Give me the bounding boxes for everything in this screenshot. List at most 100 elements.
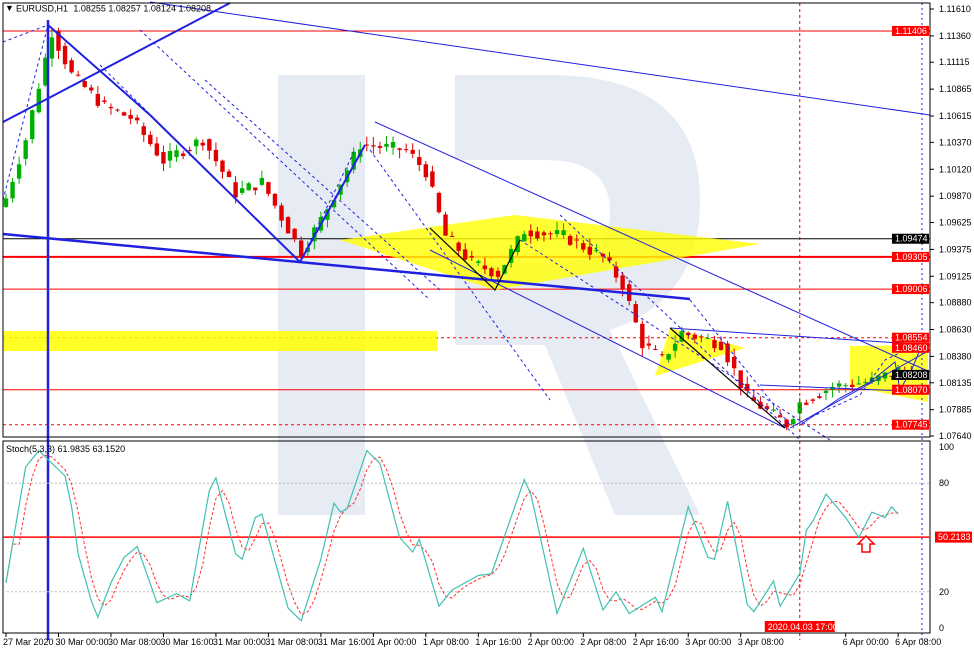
time-tick-label: 6 Apr 00:00 [843,637,889,647]
up-arrow-icon [856,534,876,553]
candle [253,187,258,195]
candle [633,300,638,324]
price-tick-label: 1.07640 [939,431,972,441]
candle [613,261,619,283]
price-pane [2,2,931,438]
candle [528,224,533,244]
candle [535,226,540,241]
price-tick-label: 1.09375 [939,244,972,254]
candle [863,378,868,385]
candle [469,250,474,261]
stoch-signal-line [5,454,899,616]
candle [843,383,848,393]
candle [226,169,232,178]
candle [390,136,396,155]
candle [36,83,41,114]
candle [436,191,442,214]
candle [141,122,146,143]
price-tick-label: 1.09125 [939,271,972,281]
candle [10,178,15,203]
time-tick-label: 31 Mar 08:00 [265,637,318,647]
candle [410,143,415,159]
candle [581,240,586,253]
candle [810,398,816,404]
candle [49,29,55,67]
candle [659,351,665,357]
price-level-label: 1.09006 [895,284,928,294]
stoch-tick-label: 100 [939,442,954,452]
candle [522,230,527,242]
time-tick-label: 30 Mar 16:00 [160,637,213,647]
price-tick-label: 1.08135 [939,378,972,388]
candle [574,234,579,249]
time-tick-label: 3 Apr 00:00 [685,637,731,647]
time-tick-label: 31 Mar 00:00 [213,637,266,647]
price-level-badge [892,251,929,262]
price-level-badge [892,342,929,353]
candle [502,264,507,275]
candle [541,230,547,242]
candle [75,70,81,77]
candle [699,334,704,343]
candle [102,96,107,104]
candle [384,136,389,152]
price-level-label: 1.09305 [895,252,928,262]
candle [672,335,678,358]
price-level-label: 1.11406 [895,26,927,36]
candle [121,111,127,116]
candle [167,143,173,169]
stoch-main-line [5,449,899,622]
candle [239,180,245,195]
candle [148,131,153,147]
candle [692,332,697,344]
price-tick-label: 1.08880 [939,298,972,308]
candle [482,257,488,275]
candle [600,252,606,263]
candle [285,215,291,234]
candle [731,348,737,376]
candle [272,193,278,209]
price-level-badge [892,25,929,36]
candle [508,245,514,268]
stoch-level-badge [935,531,972,543]
candle [371,136,376,155]
candle [259,170,265,187]
stoch-level-label: 50.2183 [938,532,971,542]
candle [587,238,593,261]
candle [220,159,225,179]
candle [154,137,160,157]
candle [567,234,573,247]
candle [62,42,68,70]
stoch-label: Stoch(5,3,3) 61.9835 63.1520 [6,444,125,454]
candle [823,388,829,401]
time-tick-label: 2 Apr 16:00 [633,637,679,647]
candle [712,335,717,353]
candle [653,345,658,351]
price-tick-label: 1.11115 [939,57,970,67]
candle [266,181,271,197]
price-tick-label: 1.08380 [939,351,972,361]
candle [364,136,369,152]
price-level-badge [892,419,929,430]
time-tick-label: 1 Apr 08:00 [423,637,469,647]
candle [738,370,743,396]
collapse-arrow-icon[interactable]: ▼ [5,3,14,13]
candle [554,221,560,238]
candle [377,141,383,154]
price-level-label: 1.09474 [895,234,928,244]
price-tick-label: 1.10370 [939,137,972,147]
candle [804,399,809,406]
price-tick-label: 1.10615 [939,111,972,121]
candle [856,376,861,385]
candle [3,193,9,208]
price-level-badge [892,233,929,244]
candle [397,147,402,159]
candle [495,267,501,282]
symbol-info: EURUSD,H1 1.08255 1.08257 1.08124 1.08208 [16,4,211,14]
stoch-tick-label: 80 [939,478,949,488]
trend-lines[interactable] [2,1,931,441]
candle [449,231,455,238]
candle [292,228,297,243]
